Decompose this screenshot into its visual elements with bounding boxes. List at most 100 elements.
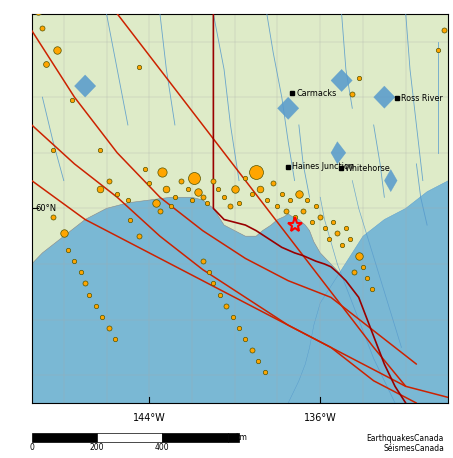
Point [252, 169, 260, 176]
Bar [228, 433, 239, 442]
Text: 400: 400 [155, 443, 170, 452]
Point [355, 74, 362, 82]
Point [299, 207, 307, 215]
Bar [97, 433, 162, 442]
Bar [32, 433, 97, 442]
Text: 144°W: 144°W [133, 413, 166, 423]
Point [195, 188, 202, 196]
Point [135, 63, 142, 70]
Polygon shape [384, 169, 397, 192]
Text: EarthquakesCanada
SéismesCanada: EarthquakesCanada SéismesCanada [366, 434, 444, 453]
Point [111, 335, 119, 343]
Point [141, 166, 149, 173]
Point [178, 177, 185, 184]
Point [69, 96, 76, 104]
Point [86, 291, 93, 298]
Point [60, 230, 67, 237]
Point [126, 216, 134, 223]
Point [222, 302, 230, 310]
Point [321, 224, 328, 232]
Point [54, 46, 61, 54]
Point [77, 269, 85, 276]
Text: 0: 0 [29, 443, 34, 452]
Point [295, 191, 303, 198]
Point [312, 202, 319, 209]
Point [203, 199, 211, 207]
Point [304, 196, 311, 204]
Point [124, 196, 131, 204]
Point [231, 185, 238, 193]
Point [163, 185, 170, 193]
Point [236, 199, 243, 207]
Polygon shape [32, 14, 448, 403]
Text: 60°N: 60°N [35, 204, 56, 213]
Point [39, 24, 46, 31]
Point [248, 191, 255, 198]
Point [278, 191, 285, 198]
Point [105, 177, 112, 184]
Point [171, 194, 178, 201]
Point [236, 324, 243, 332]
Point [359, 263, 366, 270]
Point [221, 194, 228, 201]
Point [270, 180, 277, 187]
Point [334, 230, 341, 237]
Point [338, 241, 345, 248]
Polygon shape [288, 180, 448, 403]
Point [152, 199, 159, 207]
Point [82, 280, 89, 287]
Point [325, 235, 333, 243]
Point [34, 7, 42, 15]
Text: km: km [236, 433, 247, 442]
Point [287, 196, 294, 204]
Point [206, 269, 213, 276]
Point [263, 196, 270, 204]
Text: 200: 200 [90, 443, 104, 452]
Point [199, 194, 206, 201]
Point [49, 147, 57, 154]
Point [227, 202, 234, 209]
Point [351, 269, 358, 276]
Point [105, 324, 112, 332]
Point [167, 202, 174, 209]
Text: Whitehorse: Whitehorse [345, 164, 390, 173]
Point [156, 207, 164, 215]
Point [441, 27, 448, 34]
Point [329, 218, 337, 226]
Point [317, 213, 324, 220]
Point [92, 302, 100, 310]
Point [188, 196, 196, 204]
Point [135, 233, 142, 240]
Point [49, 213, 57, 220]
Polygon shape [331, 69, 352, 92]
Point [184, 185, 191, 193]
Polygon shape [374, 86, 395, 108]
Point [199, 257, 206, 265]
Polygon shape [74, 75, 96, 97]
Point [145, 180, 153, 187]
Point [229, 313, 236, 321]
Point [42, 60, 49, 67]
Point [96, 147, 104, 154]
Point [248, 347, 255, 354]
Point [308, 218, 315, 226]
Point [214, 185, 221, 193]
Point [364, 274, 371, 282]
Point [71, 257, 78, 265]
Point [159, 169, 166, 176]
Point [368, 285, 375, 293]
Polygon shape [278, 97, 299, 120]
Point [261, 369, 268, 376]
Polygon shape [331, 142, 346, 164]
Point [342, 224, 350, 232]
Point [96, 185, 104, 193]
Point [242, 335, 249, 343]
Point [282, 207, 289, 215]
Bar [162, 433, 228, 442]
Point [349, 91, 356, 98]
Point [191, 174, 198, 181]
Point [291, 213, 298, 220]
Point [434, 46, 441, 54]
Point [216, 291, 223, 298]
Point [355, 252, 362, 259]
